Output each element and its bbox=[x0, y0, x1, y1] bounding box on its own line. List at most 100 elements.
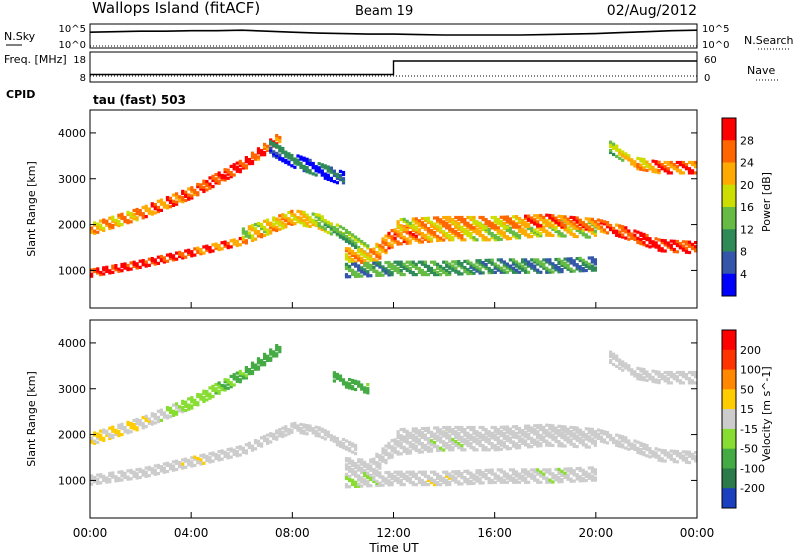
power-cell bbox=[539, 234, 543, 238]
velocity-cell bbox=[396, 452, 400, 456]
power-cell bbox=[505, 264, 509, 268]
power-cell bbox=[566, 259, 570, 263]
power-cell bbox=[205, 180, 209, 184]
velocity-cell bbox=[609, 350, 613, 354]
power-cell bbox=[162, 258, 166, 262]
velocity-cell bbox=[666, 381, 670, 385]
power-cell bbox=[223, 240, 227, 244]
velocity-cell bbox=[593, 430, 597, 434]
velocity-cell bbox=[439, 428, 443, 432]
power-cell bbox=[557, 268, 561, 272]
velocity-cell bbox=[205, 456, 209, 461]
velocity-cell bbox=[229, 383, 233, 387]
power-cell bbox=[159, 254, 163, 259]
power-cell bbox=[654, 245, 658, 249]
velocity-cell bbox=[457, 425, 461, 430]
power-cell bbox=[587, 227, 591, 231]
velocity-cell bbox=[536, 430, 540, 434]
velocity-cell bbox=[684, 458, 689, 462]
power-cell bbox=[96, 224, 100, 228]
velocity-cell bbox=[357, 458, 361, 462]
power-cell bbox=[399, 268, 403, 273]
power-cell bbox=[433, 273, 437, 277]
power-cell bbox=[351, 235, 355, 239]
power-cell bbox=[548, 233, 552, 237]
power-cell bbox=[514, 270, 519, 274]
velocity-cell bbox=[545, 431, 549, 436]
power-cell bbox=[578, 228, 582, 233]
velocity-cell bbox=[654, 380, 658, 384]
velocity-cell bbox=[284, 425, 288, 429]
velocity-cell bbox=[451, 478, 455, 482]
velocity-cell bbox=[466, 425, 470, 430]
velocity-cell bbox=[208, 396, 212, 400]
power-cell bbox=[399, 236, 403, 240]
power-cell bbox=[578, 265, 582, 269]
velocity-cell bbox=[366, 391, 370, 395]
power-cell bbox=[442, 260, 446, 264]
velocity-cell bbox=[511, 472, 516, 476]
power-cell bbox=[153, 207, 157, 211]
power-cell bbox=[402, 228, 406, 232]
power-cell bbox=[605, 231, 610, 235]
power-cell bbox=[363, 259, 367, 263]
power-cell bbox=[511, 230, 516, 234]
power-cell bbox=[463, 220, 467, 224]
velocity-cell bbox=[633, 447, 637, 451]
velocity-cell bbox=[542, 435, 546, 439]
power-cell bbox=[590, 221, 594, 226]
power-cell bbox=[420, 260, 424, 264]
power-cell bbox=[344, 247, 349, 251]
velocity-cell bbox=[156, 465, 160, 469]
velocity-cell bbox=[168, 406, 173, 410]
power-cell bbox=[533, 214, 537, 218]
velocity-cell bbox=[278, 434, 282, 438]
velocity-cell bbox=[256, 361, 261, 365]
power-cell bbox=[402, 226, 406, 230]
velocity-cell bbox=[514, 442, 519, 446]
power-cell bbox=[375, 271, 379, 275]
power-cell bbox=[454, 222, 458, 226]
velocity-cell bbox=[360, 458, 364, 462]
power-cell bbox=[630, 162, 634, 166]
velocity-cell bbox=[214, 452, 218, 456]
velocity-cell bbox=[475, 477, 479, 481]
power-cell bbox=[478, 263, 482, 267]
velocity-cell bbox=[338, 376, 343, 380]
velocity-cell bbox=[171, 466, 176, 470]
velocity-cell bbox=[162, 411, 166, 415]
power-cell bbox=[135, 207, 139, 212]
velocity-cell bbox=[469, 473, 473, 477]
velocity-cell bbox=[533, 424, 537, 428]
power-cell bbox=[351, 253, 355, 257]
velocity-cell bbox=[593, 476, 597, 480]
velocity-cell bbox=[132, 474, 136, 478]
power-cell bbox=[436, 226, 440, 230]
power-cell bbox=[524, 220, 528, 224]
velocity-cell bbox=[144, 425, 148, 429]
power-cell bbox=[445, 218, 449, 222]
velocity-cell bbox=[645, 446, 649, 450]
velocity-cell bbox=[175, 404, 179, 408]
power-cell bbox=[654, 241, 658, 245]
power-cell bbox=[150, 204, 154, 208]
power-cell bbox=[405, 228, 409, 232]
velocity-cell bbox=[138, 467, 142, 471]
power-cell bbox=[490, 270, 494, 275]
power-cell bbox=[396, 230, 400, 234]
velocity-cell bbox=[621, 364, 625, 368]
power-cell bbox=[539, 262, 543, 266]
power-cell bbox=[517, 234, 522, 238]
velocity-cell bbox=[669, 453, 673, 457]
power-cell bbox=[624, 236, 628, 240]
velocity-cell bbox=[351, 478, 355, 482]
velocity-cell bbox=[581, 443, 585, 447]
power-cell bbox=[120, 223, 124, 227]
power-cell bbox=[348, 231, 352, 235]
power-cell bbox=[102, 268, 106, 272]
power-cell bbox=[93, 223, 97, 227]
velocity-cell bbox=[414, 429, 418, 433]
power-cell bbox=[493, 224, 497, 228]
velocity-colorbar-swatch bbox=[722, 330, 736, 351]
